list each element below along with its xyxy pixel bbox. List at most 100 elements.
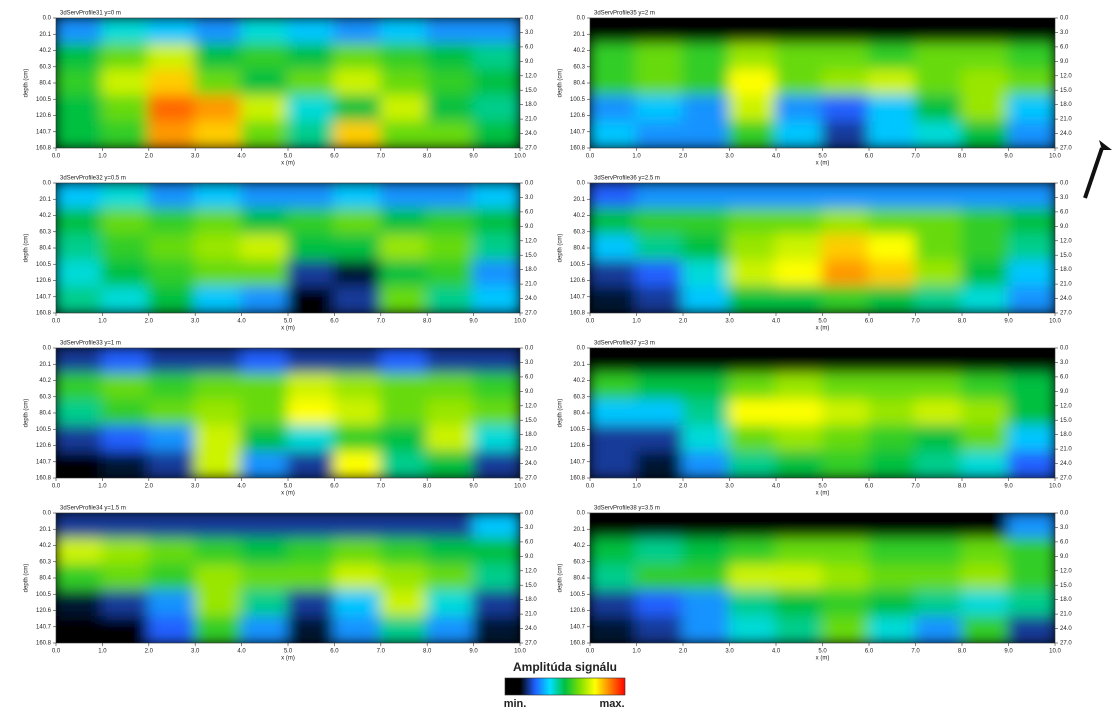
y2-tick-label: 0.0 [1060, 346, 1069, 352]
y2-tick-label: 3.0 [1060, 30, 1069, 36]
heatmap-cell [1007, 183, 1055, 210]
heatmap-cell [1007, 18, 1055, 45]
heatmap-cell [635, 451, 684, 478]
x-tick-label: 1.0 [98, 484, 107, 490]
heatmap-cell [194, 18, 243, 45]
heatmap-cell [914, 121, 963, 148]
x-tick-label: 8.0 [423, 484, 432, 490]
heatmap-cell [56, 234, 104, 262]
heatmap-cell [914, 451, 963, 478]
heatmap-cell [379, 348, 429, 375]
heatmap-cell [590, 425, 638, 453]
y-axis-label: depth (cm) [24, 69, 30, 98]
heatmap-cell [590, 513, 638, 540]
heatmap-cell [101, 95, 150, 123]
heatmap-cell [194, 399, 243, 427]
y2-tick-label: 0.0 [525, 181, 534, 187]
heatmap-cell [868, 95, 917, 123]
y2-tick-label: 21.0 [525, 447, 537, 453]
heatmap-cell [868, 18, 917, 45]
heatmap-cell [101, 348, 150, 375]
heatmap-cell [333, 95, 382, 123]
heatmap-cell [472, 121, 520, 148]
x-tick-label: 0.0 [586, 649, 595, 655]
x-tick-label: 9.0 [469, 484, 478, 490]
y-tick-label: 20.1 [573, 362, 585, 368]
x-tick-label: 4.0 [237, 484, 246, 490]
heatmap-cell [56, 69, 104, 97]
heatmap-cell [101, 538, 150, 566]
heatmap-cell [590, 18, 638, 45]
heatmap-cell [635, 538, 684, 566]
x-axis-label: x (m) [281, 656, 295, 662]
heatmap-cell [682, 260, 731, 288]
heatmap-cell [635, 260, 684, 288]
y2-tick-label: 15.0 [1060, 253, 1072, 259]
heatmap-cell [868, 590, 917, 618]
y2-tick-label: 6.0 [525, 44, 534, 50]
heatmap-cell [1007, 538, 1055, 566]
heatmap-cell [868, 373, 917, 401]
x-tick-label: 6.0 [865, 319, 874, 325]
heatmap-cell [635, 43, 684, 71]
heatmap-cell [56, 590, 104, 618]
x-tick-label: 10.0 [1049, 649, 1061, 655]
y2-tick-label: 15.0 [1060, 418, 1072, 424]
x-tick-label: 4.0 [772, 484, 781, 490]
x-tick-label: 7.0 [377, 484, 386, 490]
y2-tick-label: 3.0 [1060, 195, 1069, 201]
heatmap-cell [426, 451, 475, 478]
y-tick-label: 60.3 [573, 394, 585, 400]
y-tick-label: 100.5 [570, 427, 586, 433]
y2-tick-label: 3.0 [525, 30, 534, 36]
colorbar-max: max. [599, 698, 624, 710]
y-tick-label: 20.1 [39, 362, 51, 368]
heatmap-cell [426, 43, 475, 71]
heatmap-cell [379, 399, 429, 427]
y2-tick-label: 9.0 [1060, 224, 1069, 230]
heatmap-cell [682, 564, 731, 592]
heatmap-cell [728, 564, 777, 592]
y2-tick-label: 12.0 [1060, 73, 1072, 79]
heatmap-cell [775, 234, 824, 262]
x-tick-label: 10.0 [514, 319, 526, 325]
y-tick-label: 60.3 [573, 559, 585, 565]
heatmap-cell [472, 260, 520, 288]
heatmap-cell [775, 260, 824, 288]
y-axis-label: depth (cm) [558, 399, 564, 428]
heatmap-cell [728, 286, 777, 313]
heatmap-cell [379, 234, 429, 262]
heatmap-cell [821, 425, 870, 453]
panel-title: 3dServProfile38 y=3.5 m [594, 506, 660, 512]
y-tick-label: 0.0 [577, 511, 586, 517]
heatmap-cell [426, 183, 475, 210]
y-tick-label: 0.0 [43, 181, 52, 187]
heatmap-cell [635, 348, 684, 375]
heatmap-cell [333, 260, 382, 288]
heatmap-cell [56, 260, 104, 288]
heatmap-cell [472, 69, 520, 97]
heatmap-cell [961, 183, 1010, 210]
y-tick-label: 160.8 [36, 641, 52, 647]
heatmap-cell [590, 616, 638, 643]
y-tick-label: 80.4 [573, 246, 585, 252]
y-tick-label: 80.4 [39, 246, 51, 252]
heatmap-cell [287, 95, 336, 123]
heatmap-cell [240, 208, 289, 236]
heatmap-cell [101, 590, 150, 618]
heatmap-cell [728, 616, 777, 643]
heatmap-cell [379, 208, 429, 236]
heatmap-cell [961, 538, 1010, 566]
y2-tick-label: 15.0 [525, 253, 537, 259]
heatmap-cell [821, 564, 870, 592]
x-tick-label: 4.0 [237, 319, 246, 325]
heatmap-cell [961, 399, 1010, 427]
y-tick-label: 40.2 [573, 378, 585, 384]
heatmap-cell [1007, 121, 1055, 148]
y2-tick-label: 6.0 [1060, 209, 1069, 215]
heatmap-cell [590, 451, 638, 478]
y-tick-label: 140.7 [36, 129, 52, 135]
heatmap-cell [868, 121, 917, 148]
y-tick-label: 80.4 [573, 411, 585, 417]
